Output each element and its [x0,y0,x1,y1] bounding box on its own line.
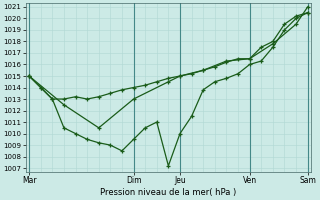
X-axis label: Pression niveau de la mer( hPa ): Pression niveau de la mer( hPa ) [100,188,236,197]
